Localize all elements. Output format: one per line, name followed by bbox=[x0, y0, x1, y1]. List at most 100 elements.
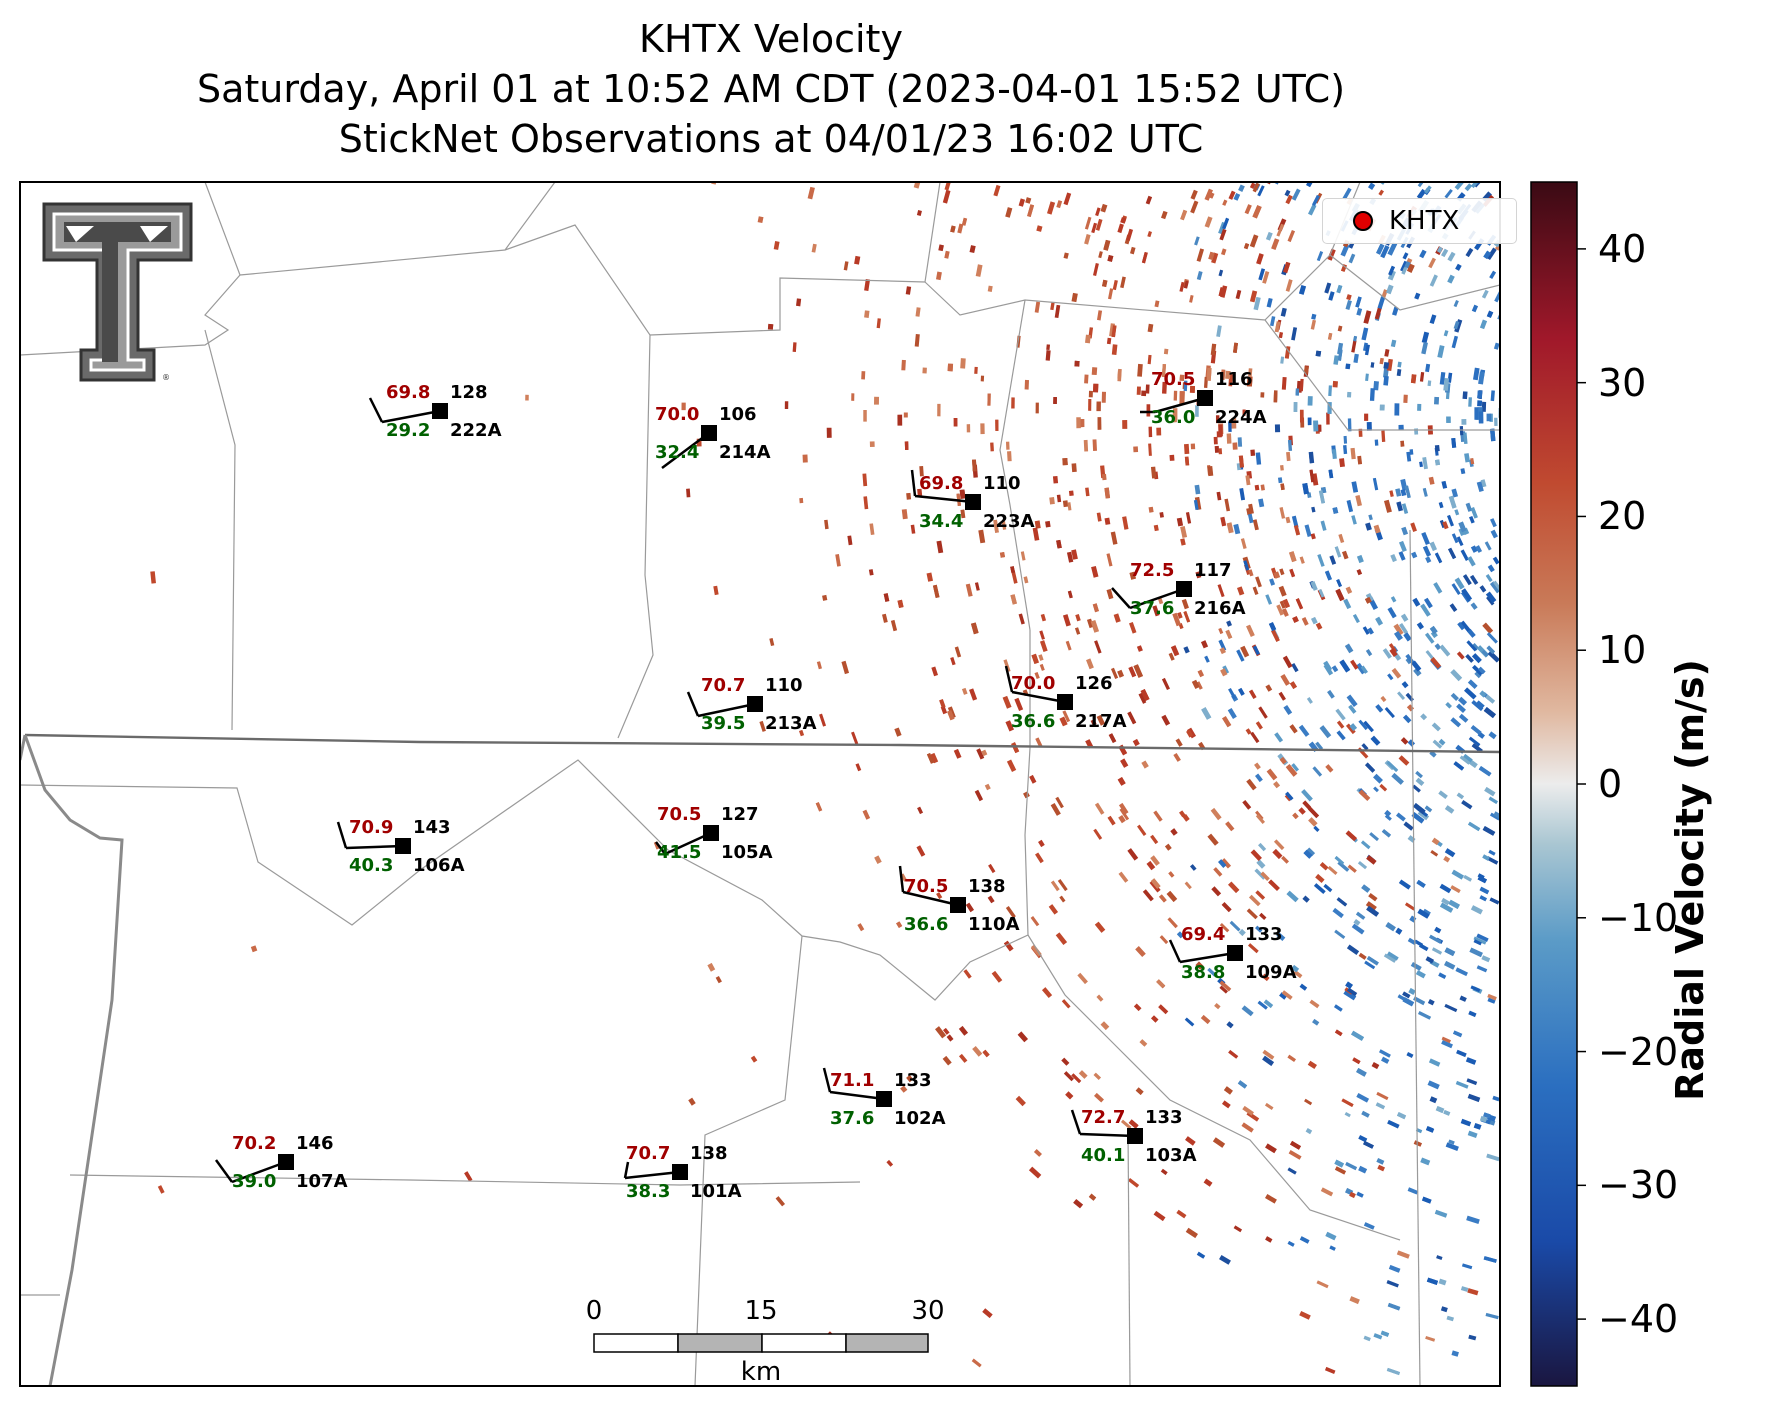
radar-gate bbox=[1346, 694, 1358, 707]
radar-gate bbox=[874, 855, 882, 864]
radar-gate bbox=[1372, 477, 1379, 491]
radar-gate bbox=[1380, 182, 1387, 185]
radar-gate bbox=[1281, 990, 1293, 1000]
radar-gate bbox=[1455, 263, 1462, 271]
radar-gate bbox=[1358, 1165, 1368, 1174]
station-wind-direction: 133 bbox=[1145, 1107, 1183, 1128]
radar-gate bbox=[943, 1027, 950, 1035]
radar-gate bbox=[1324, 1366, 1336, 1375]
station-wind-direction: 106 bbox=[719, 404, 757, 425]
radar-gate bbox=[1293, 970, 1303, 979]
radar-gate bbox=[1185, 1227, 1198, 1239]
radar-gate bbox=[1461, 800, 1473, 810]
radar-gate bbox=[1365, 762, 1376, 773]
radar-gate bbox=[1085, 334, 1091, 344]
radar-gate bbox=[1412, 784, 1421, 793]
radar-gate bbox=[1409, 915, 1417, 923]
radar-gate bbox=[1284, 189, 1291, 197]
radar-gate bbox=[1430, 849, 1439, 857]
radar-gate bbox=[1255, 576, 1262, 588]
radar-gate bbox=[1449, 603, 1458, 612]
radar-gate bbox=[1447, 274, 1455, 284]
radar-gate bbox=[988, 863, 996, 874]
station-temperature: 70.5 bbox=[657, 804, 701, 825]
radar-gate bbox=[1096, 401, 1101, 412]
radar-gate bbox=[1387, 673, 1394, 681]
radar-gate bbox=[1383, 499, 1392, 513]
radar-gate bbox=[1390, 596, 1397, 603]
radar-gate bbox=[1061, 1057, 1070, 1066]
radar-gate bbox=[1246, 908, 1258, 920]
station-marker-icon bbox=[703, 825, 719, 841]
radar-gate bbox=[1111, 325, 1117, 338]
radar-gate bbox=[1276, 223, 1285, 237]
radar-gate bbox=[1436, 1255, 1443, 1260]
radar-gate bbox=[1102, 279, 1108, 287]
radar-gate bbox=[1038, 839, 1045, 848]
radar-gate bbox=[1221, 1100, 1231, 1109]
radar-gate bbox=[1349, 1296, 1360, 1305]
radar-gate bbox=[1246, 778, 1257, 791]
radar-gate bbox=[1479, 895, 1488, 902]
radar-gate bbox=[1211, 252, 1219, 264]
radar-gate bbox=[1106, 553, 1113, 567]
radar-gate bbox=[1395, 488, 1402, 497]
radar-gate bbox=[847, 535, 853, 546]
station-temperature: 69.8 bbox=[919, 473, 963, 494]
radar-gate bbox=[1446, 416, 1451, 423]
radar-gate bbox=[1049, 497, 1055, 505]
radar-gate bbox=[942, 1055, 952, 1066]
radar-gate bbox=[1407, 739, 1416, 747]
station-214A: 70.0 106 32.4 214A bbox=[655, 404, 771, 470]
radar-gate bbox=[1207, 466, 1214, 477]
radar-gate bbox=[1437, 246, 1443, 253]
radar-gate bbox=[1274, 424, 1281, 433]
radar-gate bbox=[1279, 992, 1287, 1000]
radar-gate bbox=[1076, 417, 1081, 429]
radar-gate bbox=[965, 583, 973, 597]
radar-gate bbox=[1327, 689, 1335, 699]
radar-gate bbox=[910, 524, 916, 534]
radar-gate bbox=[1148, 426, 1153, 438]
radar-gate bbox=[1319, 725, 1332, 739]
radar-gate bbox=[1334, 546, 1342, 558]
radar-gate bbox=[1410, 522, 1417, 532]
radar-gate bbox=[1148, 443, 1152, 456]
radar-gate bbox=[1490, 529, 1498, 539]
radar-gate bbox=[1311, 313, 1317, 320]
radar-gate bbox=[1404, 485, 1411, 499]
radar-gate bbox=[1107, 254, 1114, 262]
radar-gate bbox=[1405, 692, 1415, 702]
radar-gate bbox=[1180, 209, 1188, 221]
radar-gate bbox=[1291, 662, 1299, 673]
radar-gate bbox=[1055, 932, 1068, 946]
radar-gate bbox=[1394, 403, 1400, 416]
radar-gate bbox=[1291, 763, 1300, 772]
radar-gate bbox=[1132, 738, 1140, 747]
radar-gate bbox=[1293, 402, 1298, 412]
radar-gate bbox=[932, 584, 940, 598]
radar-gate bbox=[1285, 516, 1291, 524]
radar-gate bbox=[1211, 886, 1222, 897]
radar-gate bbox=[1376, 243, 1385, 255]
radar-gate bbox=[864, 279, 871, 292]
radar-gate bbox=[1052, 476, 1059, 484]
radar-gate bbox=[863, 409, 867, 422]
radar-gate bbox=[1429, 934, 1442, 944]
radar-gate bbox=[1460, 1118, 1472, 1127]
radar-gate bbox=[1085, 487, 1090, 497]
radar-gate bbox=[1307, 417, 1312, 426]
radar-gate bbox=[1226, 522, 1234, 534]
radar-gate bbox=[1490, 518, 1497, 528]
radar-gate bbox=[1396, 1250, 1410, 1259]
radar-gate bbox=[525, 394, 529, 401]
title-line-3: StickNet Observations at 04/01/23 16:02 … bbox=[338, 117, 1204, 161]
radar-gate bbox=[1355, 296, 1362, 308]
radar-gate bbox=[1313, 883, 1326, 894]
radar-gate bbox=[1358, 952, 1367, 960]
radar-gate bbox=[1034, 1149, 1042, 1157]
radar-gate bbox=[816, 661, 822, 670]
radar-gate bbox=[1127, 848, 1139, 861]
radar-gate bbox=[1228, 687, 1237, 700]
radar-gate bbox=[1451, 869, 1465, 880]
